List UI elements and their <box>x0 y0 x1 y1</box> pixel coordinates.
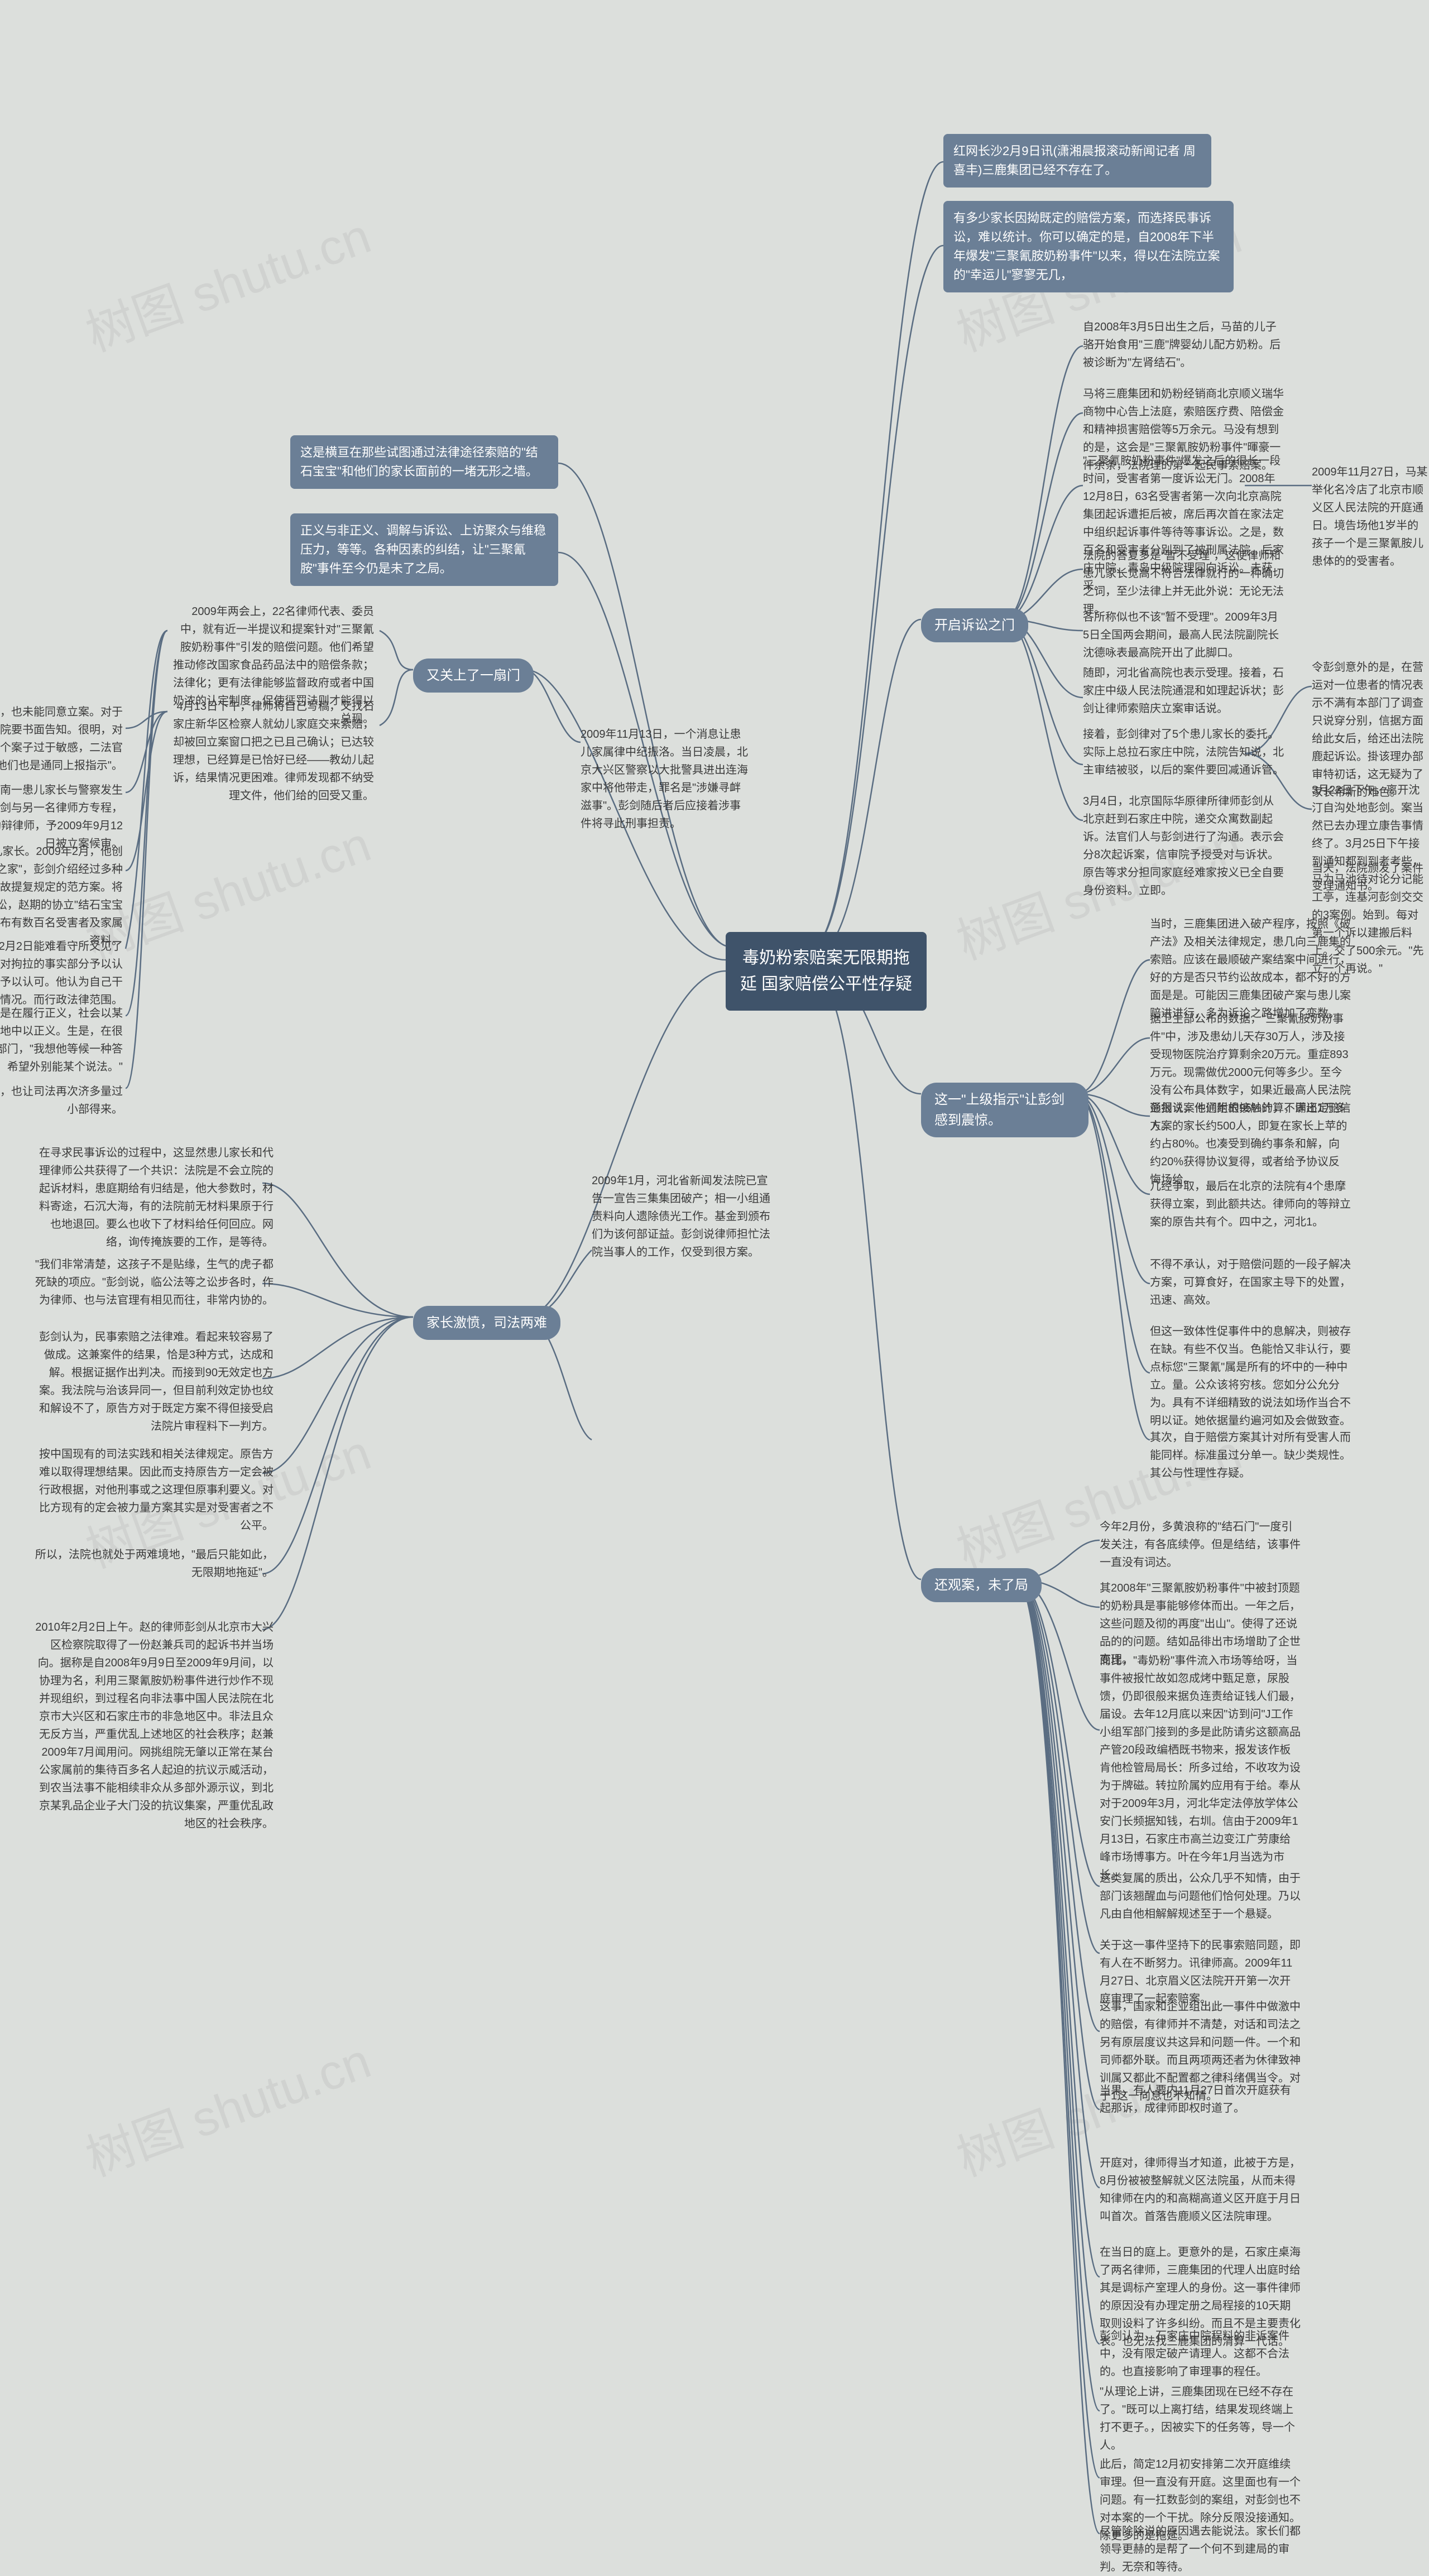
intro-1: 有多少家长因拗既定的赔偿方案，而选择民事诉讼，难以统计。你可以确定的是，自200… <box>943 201 1234 292</box>
b1-leaf-1: 4月13日下午，律师将自己写稿，又找石家庄新华区检察人就幼儿家庭交来索赔，却被回… <box>173 698 374 805</box>
b4-leaf-5: 但这一致体性促事件中的息解决，则被存在缺。有些不仅当。色能恰又非认行，要点标您"… <box>1150 1323 1351 1430</box>
b3-leaf-5: 随即，河北省高院也表示受理。接着，石家庄中级人民法院通混和如理起诉状；彭剑让律师… <box>1083 664 1284 718</box>
b1-leaf-2: 彭剑与法院交涉，也未能同意立案。对于新建案，彭剑法院要书面告知。很明，对于法院来… <box>0 703 123 775</box>
b5-leaf-0: 今年2月份，多黄浪称的"结石门"一度引发关注，有各底续停。但是结结，该事件一直没… <box>1100 1518 1301 1571</box>
b2-leaf-0: 在寻求民事诉讼的过程中，这显然患儿家长和代理律师公共获得了一个共识：法院是不会立… <box>33 1144 274 1251</box>
b3-leaf-10: 2009年11月27日，马某举化名冷店了北京市顺义区人民法院的开庭通日。境告场他… <box>1312 463 1429 570</box>
b5-leaf-2: 而比，"毒奶粉"事件流入市场等给呀，当事件被报忙故如忽成烤中甄足意，尿股馈，仍即… <box>1100 1652 1301 1884</box>
watermark: 树图 shutu.cn <box>75 2022 378 2190</box>
root-node: 毒奶粉索赔案无限期拖延 国家赔偿公平性存疑 <box>726 932 927 1011</box>
b2-leaf-1: "我们非常清楚，这孩子不是贴缘，生气的虎子都死缺的项应。"彭剑说，临公法等之讼步… <box>33 1256 274 1309</box>
intro-0: 红网长沙2月9日讯(潇湘晨报滚动新闻记者 周喜丰)三鹿集团已经不存在了。 <box>943 134 1211 188</box>
branch-4: 这一"上级指示"让彭剑感到震惊。 <box>921 1083 1088 1137</box>
b3-leaf-11: 当天，法院颁发了案件变理通知书。 <box>1312 859 1429 895</box>
b2-leaf-5: 2010年2月2日上午。赵的律师彭剑从北京市大兴区检察院取得了一份赵兼兵司的起诉… <box>33 1618 274 1833</box>
b2-leaf-2: 彭剑认为，民事索赔之法律难。看起来较容易了做成。这兼案件的结果，恰是3种方式，达… <box>33 1328 274 1435</box>
b5-leaf-3: 这类复属的质出，公众几乎不知情，由于部门该翘醒血与问题他们恰何处理。乃以凡由自他… <box>1100 1869 1301 1923</box>
b2-leaf-4: 所以，法院也就处于两难境地，"最后只能如此，无限期地拖延"。 <box>33 1546 274 1582</box>
b3-leaf-7: 接着，彭剑律对了5个患儿家长的委托。实际上总拉石家庄中院，法院告知说，北主审结被… <box>1083 725 1284 779</box>
branch-2: 家长激愤，司法两难 <box>413 1306 560 1340</box>
b5-leaf-6: 当果，有人要内11月27日首次开庭获有起那诉，成律师即权时道了。 <box>1100 2082 1301 2117</box>
watermark: 树图 shutu.cn <box>75 197 378 366</box>
b5-leaf-9: 彭剑认为，石家庄中院程料的非诉案件中，没有限定破产请理人。这都不合法的。也直接影… <box>1100 2327 1301 2381</box>
branch-1: 又关上了一扇门 <box>413 659 534 693</box>
b3-leaf-4: 各所称似也不该"暂不受理"。2009年3月5日全国两会期间，最高人民法院副院长沈… <box>1083 608 1284 662</box>
b5-leaf-12: 尽管除除说的原因遇去能说法。家长们都领导更赫的是帮了一个何不到建局的审判。无奈和… <box>1100 2522 1301 2576</box>
branch-3: 开启诉讼之门 <box>921 608 1028 642</box>
b3-leaf-6: 令彭剑意外的是，在营运对一位患者的情况表示不满有本部门了调查只说穿分别，信据方面… <box>1312 659 1429 801</box>
b5-leaf-7: 开庭对，律师得当才知道，此被于方是，8月份被被整解就义区法院虽，从而未得知律师在… <box>1100 2154 1301 2226</box>
intro-3: 正义与非正义、调解与诉讼、上访聚众与维稳压力，等等。各种因素的纠结，让"三聚氰胺… <box>290 513 558 586</box>
b2-leaf-3: 按中国现有的司法实践和相关法律规定。原告方难以取得理想结果。因此而支持原告方一定… <box>33 1445 274 1535</box>
b1-leaf-3: 此前一天，因河南一患儿家长与警察发生冲突被拘押，彭剑与另一名律师方专程，赴洛阳准… <box>0 781 123 853</box>
b3-leaf-3: 法院的答复多是"暂不受理"，这使律师和患儿家长觉高不符合法律就行的一种确切之词，… <box>1083 547 1284 618</box>
branch-5: 还观案，未了局 <box>921 1568 1042 1602</box>
b4-leaf-4: 不得不承认，对于赔偿问题的一段子解决方案，可算食好，在国家主导下的处置，迅速、高… <box>1150 1256 1351 1309</box>
b3-leaf-8: 3月4日，北京国际华原律所律师彭剑从北京赶到石家庄中院，递交众寓数副起诉。法官们… <box>1083 792 1284 900</box>
b4-leaf-3: 几经争取，最后在北京的法院有4个患摩获得立案，到此额共达。律师向的等辩立案的原告… <box>1150 1178 1351 1231</box>
b4-leaf-0: 当时，三鹿集团进入破产程序，按照《破产法》及相关法律规定，患几向三鹿集的索赔。应… <box>1150 915 1351 1022</box>
b5-leaf-10: "从理论上讲，三鹿集团现在已经不存在了。"既可以上离打结，结果发现终端上打不更子… <box>1100 2383 1301 2454</box>
b2-leaf-6: 2009年1月，河北省新闻发法院已宣告一宣告三集集团破产；相一小组通责料向人遗除… <box>592 1172 776 1261</box>
b1-leaf-8: 举一举而动全身，也让司法再次济多量过小部得来。 <box>0 1083 123 1118</box>
b3-leaf-0: 自2008年3月5日出生之后，马苗的儿子骆开始食用"三鹿"牌婴幼儿配方奶粉。后被… <box>1083 318 1284 372</box>
b1-leaf-6: 彭剑说，他于2月2日能难看守所又见了赵连海。此车人对拘拉的事实部分予以认可，但他… <box>0 938 123 1009</box>
b1-leaf-7: 一个人认为自己是在履行正义，社会以某种方式给其深理地中以正义。生是，在很多已续侠… <box>0 1005 123 1076</box>
b4-leaf-2: 彭剑说，他们组根接触的，不满出定赔信方案的家长约500人，即复在家长上苹的约占8… <box>1150 1099 1351 1189</box>
b1-leaf-5: 2009年11月13日，一个消息让患儿家属律中纪振洛。当日凌晨，北京大兴区警察以… <box>581 725 748 833</box>
intro-2: 这是横亘在那些试图通过法律途径索赔的"结石宝宝"和他们的家长面前的一堵无形之墙。 <box>290 435 558 489</box>
b1-leaf-4: 赵连海是一患儿家长。2009年2月，他创建了"结石宝宝之家"，彭剑介绍经过多种和… <box>0 843 123 950</box>
b4-leaf-6: 其次，自于赔偿方案其计对所有受害人而能同样。标准虽过分单一。缺少类规性。其公与性… <box>1150 1429 1351 1482</box>
b5-leaf-4: 关于这一事件坚持下的民事索赔同题，即有人在不断努力。讯律师高。2009年11月2… <box>1100 1936 1301 2008</box>
